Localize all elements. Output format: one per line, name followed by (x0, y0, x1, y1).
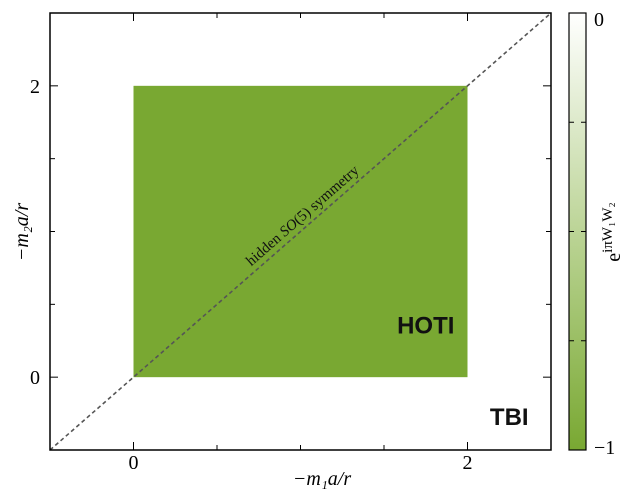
x-tick-label: 2 (463, 452, 473, 474)
y-axis-label: −m₂a/r (11, 203, 33, 261)
axis-ticks (50, 13, 551, 450)
x-axis-label: −m₁a/r (293, 468, 351, 490)
hoti-label: HOTI (397, 312, 454, 339)
so5-symmetry-line (49, 12, 552, 451)
colorbar-label: eiπW₁W₂ (600, 202, 625, 261)
tbi-label: TBI (490, 404, 529, 431)
colorbar-max-label: 0 (594, 9, 604, 31)
y-tick-label: 2 (30, 76, 40, 98)
x-tick-label: 0 (129, 452, 139, 474)
y-tick-label: 0 (30, 367, 40, 389)
colorbar-min-label: −1 (594, 437, 615, 459)
colorbar-ticks (569, 121, 586, 342)
